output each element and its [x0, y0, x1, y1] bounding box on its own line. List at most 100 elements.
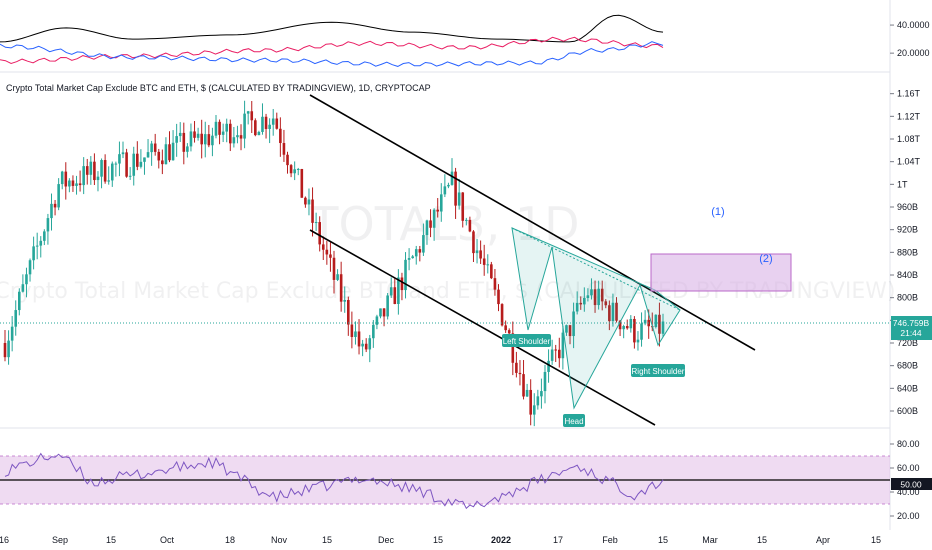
candle-body — [454, 171, 457, 206]
wave-2-label: (2) — [759, 253, 772, 265]
target-zone-box[interactable] — [650, 253, 792, 292]
head-label[interactable]: Head — [563, 414, 585, 427]
candle-body — [286, 154, 289, 166]
candle-body — [243, 113, 246, 139]
candle-body — [171, 142, 175, 161]
candle-body — [658, 314, 661, 334]
rsi-tick-label: 80.00 — [897, 439, 920, 449]
time-tick-label: Apr — [816, 535, 830, 545]
candle-body — [250, 111, 254, 121]
time-tick-label: Sep — [52, 535, 68, 545]
candle-body — [482, 258, 486, 265]
candlestick-series — [3, 100, 665, 427]
candle-body — [575, 302, 579, 312]
candle-body — [307, 199, 311, 205]
candle-body — [114, 163, 118, 165]
candle-body — [128, 175, 132, 177]
candle-body — [85, 166, 89, 175]
candle-body — [375, 316, 379, 325]
top-tick-label: 40.0000 — [897, 20, 930, 30]
candle-body — [361, 343, 364, 347]
candle-body — [339, 274, 343, 302]
candle-body — [110, 163, 114, 181]
candle-body — [561, 332, 565, 359]
candle-body — [157, 151, 161, 161]
candle-body — [221, 131, 225, 135]
candle-body — [268, 124, 271, 129]
right-shoulder-label[interactable]: Right Shoulder — [631, 364, 685, 377]
candle-body — [146, 152, 150, 158]
candle-body — [604, 301, 608, 306]
candle-body — [486, 264, 490, 266]
time-tick-label: 15 — [658, 535, 668, 545]
candle-body — [436, 209, 440, 212]
candle-body — [608, 305, 611, 322]
candle-body — [393, 287, 397, 304]
candle-body — [350, 324, 354, 337]
time-tick-label: Oct — [160, 535, 175, 545]
candle-body — [150, 143, 153, 153]
candle-body — [543, 371, 547, 392]
candle-body — [3, 343, 7, 358]
candle-body — [490, 264, 493, 279]
candle-body — [633, 318, 636, 343]
price-axis: 600B640B680B720B760B800B840B880B920B960B… — [890, 89, 921, 416]
wave-1-label: (1) — [711, 206, 724, 218]
svg-text:Left Shoulder: Left Shoulder — [503, 337, 551, 346]
candle-body — [57, 184, 60, 208]
candle-body — [386, 295, 389, 317]
candle-body — [189, 131, 193, 147]
price-tick-label: 840B — [897, 270, 918, 280]
time-tick-label: 15 — [757, 535, 767, 545]
candle-body — [554, 349, 558, 351]
candle-body — [329, 254, 332, 258]
candle-body — [161, 160, 164, 165]
candle-body — [439, 194, 443, 212]
candle-body — [472, 231, 475, 254]
candle-body — [186, 146, 189, 152]
candle-body — [7, 340, 10, 358]
candle-body — [629, 318, 633, 329]
candle-body — [321, 244, 325, 250]
candle-body — [457, 192, 461, 206]
current-price-value: 746.759B — [893, 318, 930, 328]
candle-body — [246, 111, 250, 114]
candle-body — [271, 118, 275, 125]
candle-body — [78, 183, 82, 186]
candle-body — [21, 284, 25, 292]
candle-body — [418, 249, 422, 253]
channel-lower-line[interactable] — [309, 229, 656, 426]
time-tick-label: 18 — [225, 535, 235, 545]
candle-body — [368, 338, 372, 350]
candle-body — [511, 333, 515, 363]
head-and-shoulders-pattern[interactable] — [511, 227, 681, 410]
candle-body — [625, 326, 629, 329]
candle-body — [347, 299, 350, 325]
candle-body — [540, 391, 543, 397]
candle-body — [50, 203, 53, 219]
rsi-tick-label: 40.00 — [897, 487, 920, 497]
top-panel-line — [0, 14, 664, 43]
candle-body — [525, 389, 529, 397]
time-tick-label: 15 — [106, 535, 116, 545]
candle-body — [203, 134, 207, 145]
candle-body — [200, 133, 203, 145]
time-tick-label: 16 — [0, 535, 9, 545]
candle-body — [118, 154, 121, 164]
candle-body — [397, 277, 400, 304]
candle-body — [136, 153, 139, 167]
time-tick-label: 17 — [553, 535, 563, 545]
candle-body — [522, 374, 525, 397]
candle-body — [100, 160, 103, 177]
price-tick-label: 1.08T — [897, 134, 921, 144]
candle-body — [196, 133, 200, 138]
candle-body — [132, 153, 136, 176]
time-tick-label: Mar — [702, 535, 718, 545]
candle-body — [389, 287, 393, 296]
price-tick-label: 1.12T — [897, 111, 921, 121]
left-shoulder-label[interactable]: Left Shoulder — [502, 334, 551, 347]
channel-upper-line[interactable] — [309, 94, 756, 351]
candle-body — [107, 180, 111, 182]
candle-body — [53, 203, 57, 208]
